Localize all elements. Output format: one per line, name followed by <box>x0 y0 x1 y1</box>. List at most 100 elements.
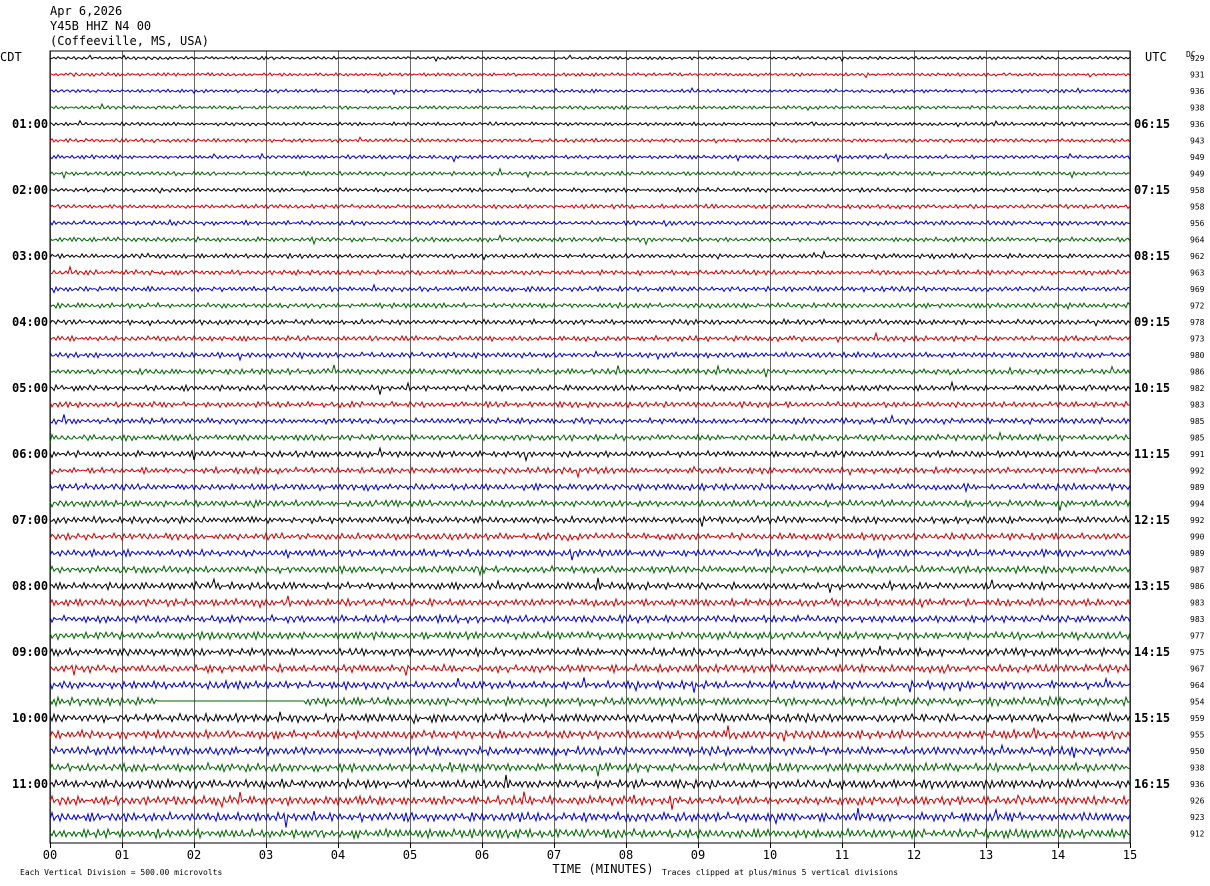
dc-value: 959 <box>1190 714 1205 723</box>
dc-value: 989 <box>1190 549 1205 558</box>
dc-value: 991 <box>1190 450 1205 459</box>
x-tick-label: 13 <box>979 848 993 862</box>
header-date: Apr 6,2026 <box>50 4 123 18</box>
seismic-trace <box>49 54 1131 63</box>
seismic-trace <box>49 807 1131 828</box>
dc-value: 923 <box>1190 813 1205 822</box>
dc-value: 985 <box>1190 434 1205 443</box>
dc-value: 958 <box>1190 186 1205 195</box>
cdt-hour-label: 04:00 <box>12 315 48 329</box>
seismic-trace <box>49 283 1131 294</box>
utc-hour-label: 10:15 <box>1134 381 1170 395</box>
utc-axis-label: UTC <box>1145 50 1167 64</box>
x-tick-label: 03 <box>259 848 273 862</box>
axis-labels: 00 01 02 03 04 05 06 07 08 09 10 11 12 13 14 15 929 931 93… <box>0 50 1205 877</box>
dc-value: 969 <box>1190 285 1205 294</box>
seismic-trace <box>49 595 1131 610</box>
x-tick-label: 09 <box>691 848 705 862</box>
cdt-hour-label: 08:00 <box>12 579 48 593</box>
seismic-trace <box>49 265 1131 277</box>
cdt-hour-label: 11:00 <box>12 777 48 791</box>
x-tick-label: 12 <box>907 848 921 862</box>
dc-value: 943 <box>1190 137 1205 146</box>
seismic-trace <box>49 119 1131 128</box>
seismic-trace <box>49 564 1131 577</box>
x-tick-label: 15 <box>1123 848 1137 862</box>
seismic-trace <box>49 249 1131 261</box>
cdt-hour-label: 07:00 <box>12 513 48 527</box>
seismic-trace <box>49 364 1131 378</box>
dc-value: 983 <box>1190 615 1205 624</box>
dc-value: 926 <box>1190 797 1205 806</box>
seismic-trace <box>49 413 1131 426</box>
dc-value: 992 <box>1190 516 1205 525</box>
dc-value: 972 <box>1190 302 1205 311</box>
dc-value: 973 <box>1190 335 1205 344</box>
dc-value: 964 <box>1190 236 1205 245</box>
x-tick-label: 00 <box>43 848 57 862</box>
seismic-trace <box>49 676 1131 693</box>
dc-value: 975 <box>1190 648 1205 657</box>
seismic-trace <box>49 102 1131 112</box>
cdt-hour-label: 01:00 <box>12 117 48 131</box>
plot-grid <box>49 50 1131 848</box>
dc-value: 983 <box>1190 599 1205 608</box>
seismic-trace <box>49 430 1131 444</box>
dc-value: 936 <box>1190 87 1205 96</box>
header-location: (Coffeeville, MS, USA) <box>50 34 209 48</box>
seismic-trace <box>49 711 1131 725</box>
seismic-trace <box>49 465 1131 479</box>
seismic-trace <box>49 531 1131 543</box>
dc-value: 954 <box>1190 698 1205 707</box>
utc-hour-label: 16:15 <box>1134 777 1170 791</box>
x-tick-label: 07 <box>547 848 561 862</box>
cdt-hour-label: 02:00 <box>12 183 48 197</box>
seismic-trace <box>49 630 1131 642</box>
dc-value: 967 <box>1190 665 1205 674</box>
cdt-hour-label: 10:00 <box>12 711 48 725</box>
seismic-trace <box>49 87 1131 96</box>
utc-hour-label: 11:15 <box>1134 447 1170 461</box>
utc-hour-label: 12:15 <box>1134 513 1170 527</box>
utc-hour-label: 15:15 <box>1134 711 1170 725</box>
x-tick-label: 14 <box>1051 848 1065 862</box>
seismic-trace <box>49 301 1131 311</box>
dc-value: 986 <box>1190 368 1205 377</box>
dc-value: 929 <box>1190 54 1205 63</box>
dc-value: 983 <box>1190 401 1205 410</box>
seismic-trace <box>49 218 1131 228</box>
plot-frame <box>49 50 1131 844</box>
utc-hour-label: 08:15 <box>1134 249 1170 263</box>
seismic-trace <box>49 350 1131 362</box>
dc-value: 962 <box>1190 252 1205 261</box>
seismic-trace <box>49 613 1131 625</box>
seismic-trace <box>49 761 1131 777</box>
dc-value: 990 <box>1190 533 1205 542</box>
x-tick-label: 06 <box>475 848 489 862</box>
dc-value: 978 <box>1190 318 1205 327</box>
seismic-trace <box>49 694 1131 708</box>
utc-hour-label: 13:15 <box>1134 579 1170 593</box>
dc-value: 938 <box>1190 104 1205 113</box>
header-station: Y45B HHZ N4 00 <box>50 19 152 33</box>
seismic-trace <box>49 577 1131 593</box>
dc-value: 938 <box>1190 764 1205 773</box>
utc-hour-label: 14:15 <box>1134 645 1170 659</box>
x-tick-label: 08 <box>619 848 633 862</box>
cdt-hour-label: 06:00 <box>12 447 48 461</box>
seismic-trace <box>49 400 1131 410</box>
dc-value: 955 <box>1190 731 1205 740</box>
dc-value: 956 <box>1190 219 1205 228</box>
seismic-trace <box>49 662 1131 676</box>
seismic-trace <box>49 514 1131 527</box>
x-axis-title: TIME (MINUTES) <box>552 862 653 876</box>
seismic-trace <box>49 331 1131 344</box>
cdt-axis-label: CDT <box>0 50 22 64</box>
dc-value: 992 <box>1190 467 1205 476</box>
seismic-trace <box>49 71 1131 79</box>
seismic-trace <box>49 498 1131 511</box>
seismic-trace <box>49 826 1131 841</box>
seismic-trace <box>49 234 1131 246</box>
dc-value: 982 <box>1190 384 1205 393</box>
